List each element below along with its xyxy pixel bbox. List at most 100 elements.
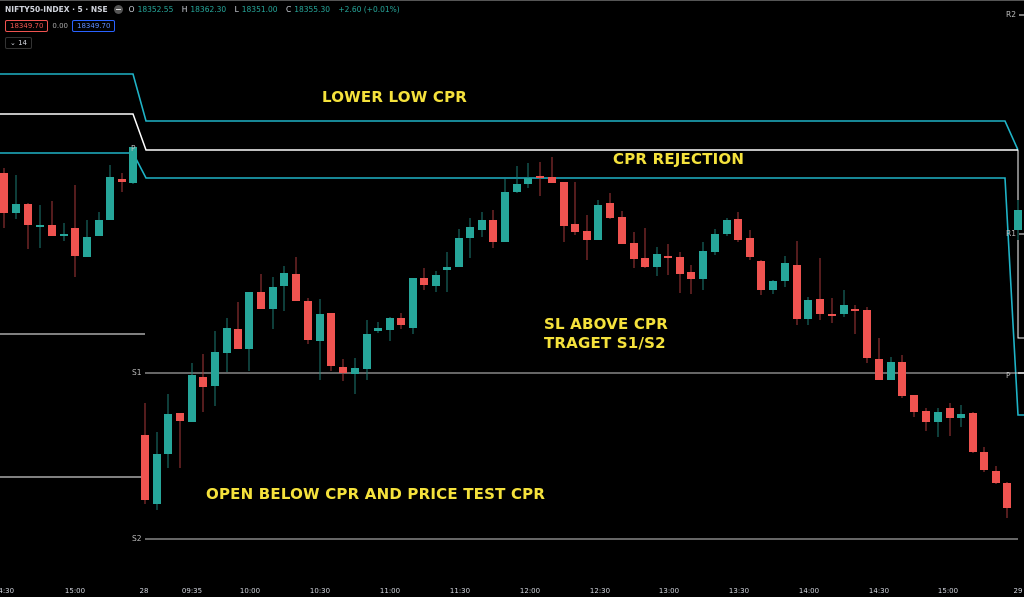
candle bbox=[524, 178, 532, 184]
candle bbox=[0, 173, 8, 213]
candle bbox=[420, 278, 428, 285]
symbol-title[interactable]: NIFTY50-INDEX · 5 · NSE bbox=[5, 5, 108, 14]
level-label-s2: S2 bbox=[132, 534, 142, 543]
candle bbox=[875, 359, 883, 380]
annotation-sl-above-cpr: SL ABOVE CPR bbox=[544, 315, 669, 333]
candle bbox=[548, 177, 556, 183]
candle bbox=[946, 408, 954, 418]
time-tick-label: 11:30 bbox=[449, 587, 471, 595]
candle bbox=[934, 412, 942, 422]
candle bbox=[618, 217, 626, 244]
candle bbox=[676, 257, 684, 274]
annotation-cpr-rejection: CPR REJECTION bbox=[613, 150, 745, 168]
candle bbox=[653, 254, 661, 267]
candle bbox=[1014, 210, 1022, 230]
candle bbox=[969, 413, 977, 452]
time-tick-label: 14:30 bbox=[868, 587, 890, 595]
candle bbox=[292, 274, 300, 301]
candle bbox=[664, 256, 672, 258]
candle bbox=[594, 205, 602, 240]
annotation-lower-low-cpr: LOWER LOW CPR bbox=[322, 88, 468, 106]
candle bbox=[95, 220, 103, 236]
time-tick-label: 11:00 bbox=[379, 587, 401, 595]
buy-price-button[interactable]: 18349.70 bbox=[72, 20, 116, 32]
candle bbox=[71, 228, 79, 256]
candle bbox=[536, 176, 544, 178]
candle bbox=[351, 368, 359, 374]
candle bbox=[129, 147, 137, 183]
time-tick-label: 28 bbox=[139, 587, 149, 595]
candle bbox=[280, 273, 288, 286]
change-value: +2.60 (+0.01%) bbox=[338, 5, 400, 14]
level-label-r1: R1 bbox=[1006, 229, 1016, 238]
candle bbox=[269, 287, 277, 309]
time-tick-label: 13:00 bbox=[658, 587, 680, 595]
candle bbox=[199, 377, 207, 387]
time-tick-label: 12:30 bbox=[589, 587, 611, 595]
candle bbox=[804, 300, 812, 319]
candle bbox=[641, 258, 649, 267]
candle bbox=[374, 328, 382, 331]
time-tick-label: 10:00 bbox=[239, 587, 261, 595]
level-label-p-left: P bbox=[131, 144, 136, 153]
candle bbox=[327, 313, 335, 366]
candle bbox=[630, 243, 638, 259]
minimize-icon[interactable] bbox=[113, 5, 123, 14]
candle bbox=[793, 265, 801, 319]
candle bbox=[36, 225, 44, 227]
candle bbox=[840, 305, 848, 314]
candle bbox=[898, 362, 906, 396]
candle bbox=[316, 314, 324, 341]
candle bbox=[339, 367, 347, 373]
next-cpr-top bbox=[1017, 150, 1024, 339]
candle bbox=[851, 309, 859, 311]
candle bbox=[863, 310, 871, 358]
pivot-levels bbox=[0, 14, 1024, 540]
candle bbox=[188, 375, 196, 422]
time-tick-label: 14:30 bbox=[0, 587, 15, 595]
time-tick-label: 10:30 bbox=[309, 587, 331, 595]
time-tick-label: 14:00 bbox=[798, 587, 820, 595]
level-label-p-right: P bbox=[1006, 371, 1011, 380]
candle bbox=[513, 184, 521, 192]
candle bbox=[746, 238, 754, 257]
candle bbox=[922, 411, 930, 422]
ohlc-values: O 18352.55 H 18362.30 L 18351.00 C 18355.30 … bbox=[128, 5, 400, 14]
candle bbox=[816, 299, 824, 314]
candle bbox=[560, 182, 568, 226]
low-value: 18351.00 bbox=[241, 5, 278, 14]
candle bbox=[757, 261, 765, 290]
indicators-collapse-button[interactable]: ⌄ 14 bbox=[5, 37, 32, 49]
candle bbox=[687, 272, 695, 279]
time-tick-label: 15:00 bbox=[937, 587, 959, 595]
cpr-top-line bbox=[0, 73, 1019, 151]
chart-legend: NIFTY50-INDEX · 5 · NSE O 18352.55 H 18362… bbox=[5, 5, 403, 14]
high-value: 18362.30 bbox=[190, 5, 227, 14]
sell-price-button[interactable]: 18349.70 bbox=[5, 20, 49, 32]
candle bbox=[164, 414, 172, 454]
candle bbox=[386, 318, 394, 330]
candle bbox=[769, 281, 777, 290]
time-tick-label: 15:00 bbox=[64, 587, 86, 595]
candle bbox=[734, 219, 742, 240]
candle bbox=[153, 454, 161, 504]
time-tick-label: 12:00 bbox=[519, 587, 541, 595]
candle bbox=[106, 177, 114, 220]
candle bbox=[12, 204, 20, 213]
candle bbox=[176, 413, 184, 421]
candle bbox=[83, 237, 91, 257]
candle bbox=[571, 224, 579, 232]
candle bbox=[980, 452, 988, 470]
candle bbox=[432, 275, 440, 286]
time-tick-label: 29 bbox=[1013, 587, 1023, 595]
candle bbox=[24, 204, 32, 225]
candle bbox=[455, 238, 463, 267]
candle bbox=[478, 220, 486, 230]
candle bbox=[501, 192, 509, 242]
level-label-r2: R2 bbox=[1006, 10, 1016, 19]
candle bbox=[1003, 483, 1011, 508]
candle bbox=[887, 362, 895, 380]
candle bbox=[957, 414, 965, 418]
candle bbox=[781, 263, 789, 281]
